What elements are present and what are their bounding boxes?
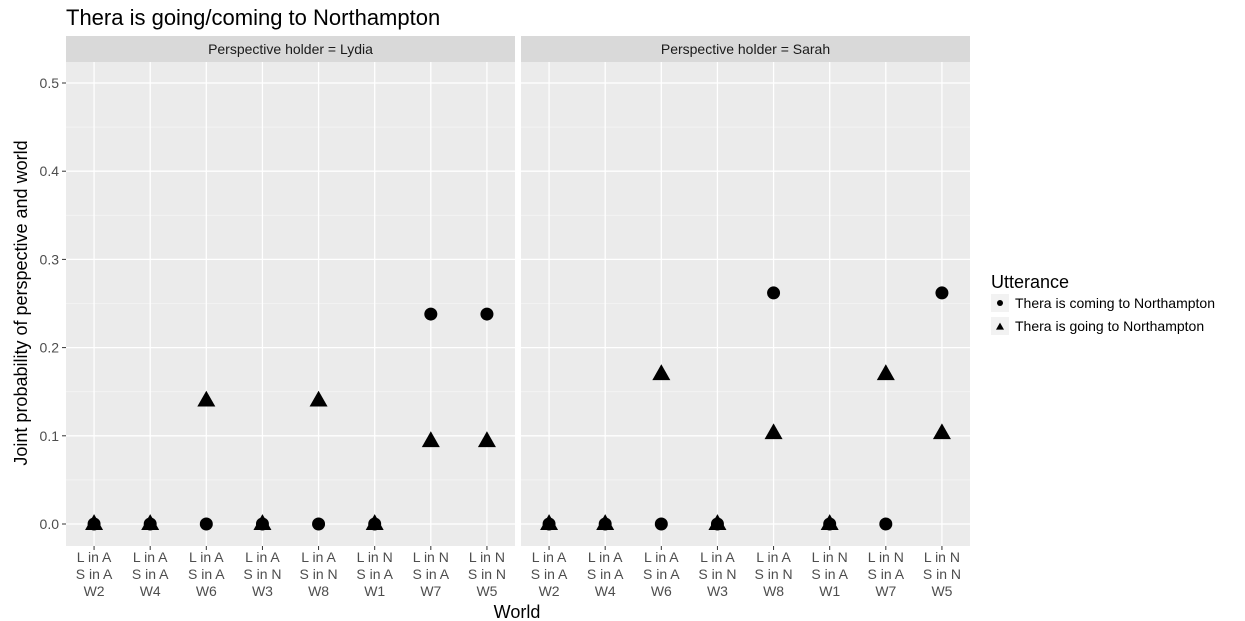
data-point-triangle [253,514,272,531]
x-tick-label: S in N [243,566,281,582]
facet-strip [521,36,970,62]
legend-circle-icon [997,300,1003,306]
x-tick-label: W3 [252,583,273,599]
legend-title: Utterance [991,272,1069,292]
x-tick-label: W7 [875,583,896,599]
data-point-triangle [540,514,559,531]
x-tick-label: L in A [644,549,679,565]
x-tick-label: L in A [301,549,336,565]
y-tick-label: 0.4 [40,163,60,179]
facet-strip [66,36,515,62]
x-tick-label: S in N [698,566,736,582]
y-tick-label: 0.1 [40,428,60,444]
x-tick-label: S in A [868,566,905,582]
legend-triangle-icon [996,322,1004,330]
x-tick-label: L in A [245,549,280,565]
data-point-circle [480,307,494,321]
data-point-triangle [820,514,839,531]
legend-label: Thera is coming to Northampton [1015,295,1215,311]
data-point-triangle [932,423,951,440]
x-tick-label: S in A [413,566,450,582]
legend: Utterance Thera is coming to Northampton… [991,272,1215,335]
data-point-triangle [477,431,496,448]
x-tick-label: S in N [468,566,506,582]
x-tick-label: L in A [77,549,112,565]
y-tick-label: 0.0 [40,516,60,532]
x-tick-label: L in N [357,549,393,565]
x-tick-label: W1 [364,583,385,599]
x-tick-label: W5 [931,583,952,599]
x-tick-label: L in A [700,549,735,565]
data-point-triangle [309,390,328,407]
data-point-circle [654,517,668,531]
x-tick-label: S in A [643,566,680,582]
data-point-triangle [876,364,895,381]
x-tick-label: S in N [755,566,793,582]
x-tick-label: W6 [196,583,217,599]
data-point-triangle [365,514,384,531]
x-tick-label: S in A [587,566,624,582]
data-point-circle [879,517,893,531]
panel-background [521,62,970,546]
data-point-circle [312,517,326,531]
x-tick-label: W8 [308,583,329,599]
x-tick-label: S in A [811,566,848,582]
x-tick-label: L in A [133,549,168,565]
legend-label: Thera is going to Northampton [1015,318,1204,334]
data-point-circle [199,517,213,531]
data-point-triangle [141,514,160,531]
x-tick-label: W4 [140,583,161,599]
x-tick-label: S in A [76,566,113,582]
x-tick-label: L in N [868,549,904,565]
panel-background [66,62,515,546]
x-tick-label: S in A [132,566,169,582]
x-tick-label: S in A [356,566,393,582]
x-tick-label: S in A [531,566,568,582]
x-tick-label: W5 [476,583,497,599]
data-point-circle [767,286,781,300]
data-point-triangle [708,514,727,531]
x-tick-label: W3 [707,583,728,599]
x-tick-label: S in N [923,566,961,582]
x-tick-label: W6 [651,583,672,599]
data-point-circle [424,307,438,321]
data-point-triangle [764,423,783,440]
facet-strip-label: Perspective holder = Lydia [208,41,373,57]
data-point-triangle [421,431,440,448]
x-tick-label: L in N [812,549,848,565]
x-tick-label: W2 [539,583,560,599]
x-tick-label: L in N [924,549,960,565]
x-tick-label: L in A [189,549,224,565]
x-tick-label: L in A [756,549,791,565]
x-tick-label: L in A [588,549,623,565]
x-tick-label: W7 [420,583,441,599]
x-tick-label: W1 [819,583,840,599]
data-point-circle [935,286,949,300]
x-tick-label: S in A [188,566,225,582]
x-tick-label: S in N [300,566,338,582]
y-axis: 0.0 0.1 0.2 0.3 0.4 0.5 [40,75,66,532]
x-tick-label: L in N [413,549,449,565]
data-point-triangle [85,514,104,531]
y-axis-title: Joint probability of perspective and wor… [11,140,31,465]
y-tick-label: 0.5 [40,75,60,91]
chart-title: Thera is going/coming to Northampton [66,5,440,30]
x-tick-label: W4 [595,583,616,599]
x-tick-label: W8 [763,583,784,599]
y-tick-label: 0.3 [40,251,60,267]
data-point-triangle [197,390,216,407]
facet-strip-label: Perspective holder = Sarah [661,41,830,57]
x-axis-title: World [494,602,541,621]
data-point-triangle [596,514,615,531]
x-tick-label: W2 [84,583,105,599]
y-tick-label: 0.2 [40,340,60,356]
x-tick-label: L in N [469,549,505,565]
data-point-triangle [652,364,671,381]
x-tick-label: L in A [532,549,567,565]
